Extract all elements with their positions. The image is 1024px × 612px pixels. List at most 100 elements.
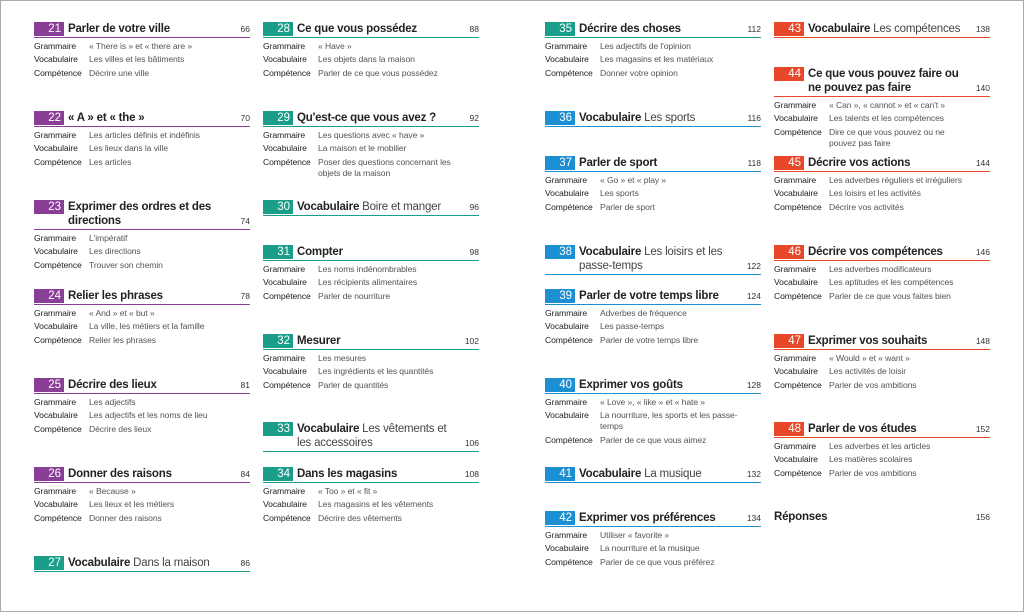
title-bold: Vocabulaire [579,468,642,480]
entry-row: Grammaire « Have » [263,41,479,52]
row-label: Vocabulaire [774,277,818,288]
row-text: Parler de nourriture [318,290,391,301]
title-bold: Qu'est-ce que vous avez ? [297,112,436,124]
toc-entry: 26 Donner des raisons 84 Grammaire « Because… [34,467,250,524]
row-text: Adverbes de fréquence [600,307,687,318]
toc-entry: 21 Parler de votre ville 66 Grammaire « Ther… [34,22,250,79]
row-label: Compétence [263,67,311,78]
entry-row: Grammaire « Can », « cannot » et « can't … [774,100,990,111]
title-bold: Vocabulaire [68,557,131,569]
row-label: Compétence [545,201,593,212]
entry-row: Vocabulaire Les ingrédients et les quanti… [263,366,479,377]
entry-row: Vocabulaire Les matières scolaires [774,454,990,465]
title-bold: Vocabulaire [297,423,360,435]
entry-row: Compétence Poser des questions concernant… [263,157,479,179]
row-text: Les articles [89,156,132,167]
entry-row: Vocabulaire Les villes et les bâtiments [34,54,250,65]
row-text: Parler de vos ambitions [829,379,917,390]
page-number: 118 [747,158,761,168]
row-text: « Have » [318,40,352,51]
entry-title: Parler de votre temps libre [579,289,741,303]
entry-title: Relier les phrases [68,289,235,303]
entry-number: 45 [774,156,804,170]
row-text: Les noms indénombrables [318,263,417,274]
entry-title: Donner des raisons [68,467,235,481]
entry-number: 22 [34,111,64,125]
title-bold: « A » et « the » [68,112,145,124]
title-bold: Décrire vos actions [808,157,911,169]
entry-number: 44 [774,67,804,81]
row-text: La nourriture, les sports et les passe-t… [600,410,738,432]
row-text: Les sports [600,188,639,199]
row-label: Compétence [34,423,82,434]
entry-title: Parler de sport [579,156,741,170]
entry-number: 43 [774,22,804,36]
row-text: Les adjectifs de l'opinion [600,40,691,51]
row-label: Vocabulaire [34,246,78,257]
entry-title: Vocabulaire Les loisirs et les passe-tem… [579,245,741,273]
row-label: Grammaire [545,529,588,540]
row-label: Vocabulaire [545,188,589,199]
row-text: Les adverbes réguliers et irréguliers [829,174,962,185]
title-light: La musique [644,468,702,480]
row-text: Poser des questions concernant les objet… [318,156,451,178]
entry-row: Vocabulaire Les magasins et les matériaux [545,54,761,65]
row-text: Les lieux dans la ville [89,143,168,154]
row-text: Parler de quantités [318,379,389,390]
entry-row: Vocabulaire Les directions [34,246,250,257]
row-label: Vocabulaire [774,366,818,377]
row-text: Relier les phrases [89,334,156,345]
entry-number: 46 [774,245,804,259]
row-text: « And » et « but » [89,307,155,318]
row-text: Les mesures [318,352,367,363]
entry-title: Parler de vos études [808,422,970,436]
row-label: Compétence [774,126,822,137]
row-text: Les villes et les bâtiments [89,54,185,65]
title-bold: Réponses [774,511,828,523]
entry-title: Exprimer des ordres et des directions [68,200,235,228]
entry-row: Compétence Les articles [34,157,250,168]
page-number: 152 [975,424,990,434]
entry-row: Grammaire « Because » [34,486,250,497]
page-number: 78 [240,291,250,301]
title-light: Les compétences [873,23,961,35]
entry-title: Vocabulaire La musique [579,467,741,481]
entry-header: 34 Dans les magasins 108 [263,467,479,483]
row-text: Parler de ce que vous préférez [600,556,715,567]
entry-number: 34 [263,467,293,481]
row-text: Les magasins et les matériaux [600,54,714,65]
entry-number: 38 [545,245,575,259]
row-text: Décrire vos activités [829,201,904,212]
entry-number: 36 [545,111,575,125]
entry-number: 32 [263,334,293,348]
page-number: 132 [746,469,761,479]
toc-entry: 25 Décrire des lieux 81 Grammaire Les adject… [34,378,250,435]
entry-row: Compétence Parler de sport [545,202,761,213]
entry-title: « A » et « the » [68,111,235,125]
entry-number: 30 [263,200,293,214]
row-text: Les loisirs et les activités [829,188,921,199]
row-label: Grammaire [34,396,77,407]
entry-title: Vocabulaire Dans la maison [68,556,235,570]
page-number: 148 [975,336,990,346]
toc-entry: 32 Mesurer 102 Grammaire Les mesures Vocabula… [263,334,479,391]
entry-row: Grammaire Adverbes de fréquence [545,308,761,319]
row-text: L'impératif [89,232,128,243]
title-bold: Compter [297,246,343,258]
entry-row: Grammaire « Too » et « fit » [263,486,479,497]
row-text: Donner votre opinion [600,67,678,78]
row-text: Les adjectifs [89,396,136,407]
row-label: Compétence [774,290,822,301]
entry-title: Exprimer vos souhaits [808,334,970,348]
page-number: 106 [464,438,479,448]
entry-title: Dans les magasins [297,467,459,481]
entry-header: 43 Vocabulaire Les compétences 138 [774,22,990,38]
entry-header: 30 Vocabulaire Boire et manger 96 [263,200,479,216]
row-text: Décrire des vêtements [318,512,402,523]
page-number: 146 [975,247,990,257]
row-label: Grammaire [34,129,77,140]
row-text: « Can », « cannot » et « can't » [829,99,945,110]
title-bold: Mesurer [297,335,341,347]
row-text: Parler de ce que vous aimez [600,434,707,445]
